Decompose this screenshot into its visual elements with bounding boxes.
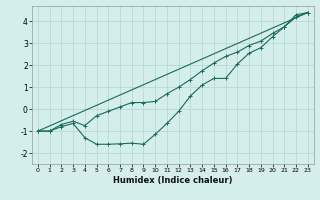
X-axis label: Humidex (Indice chaleur): Humidex (Indice chaleur) xyxy=(113,176,233,185)
